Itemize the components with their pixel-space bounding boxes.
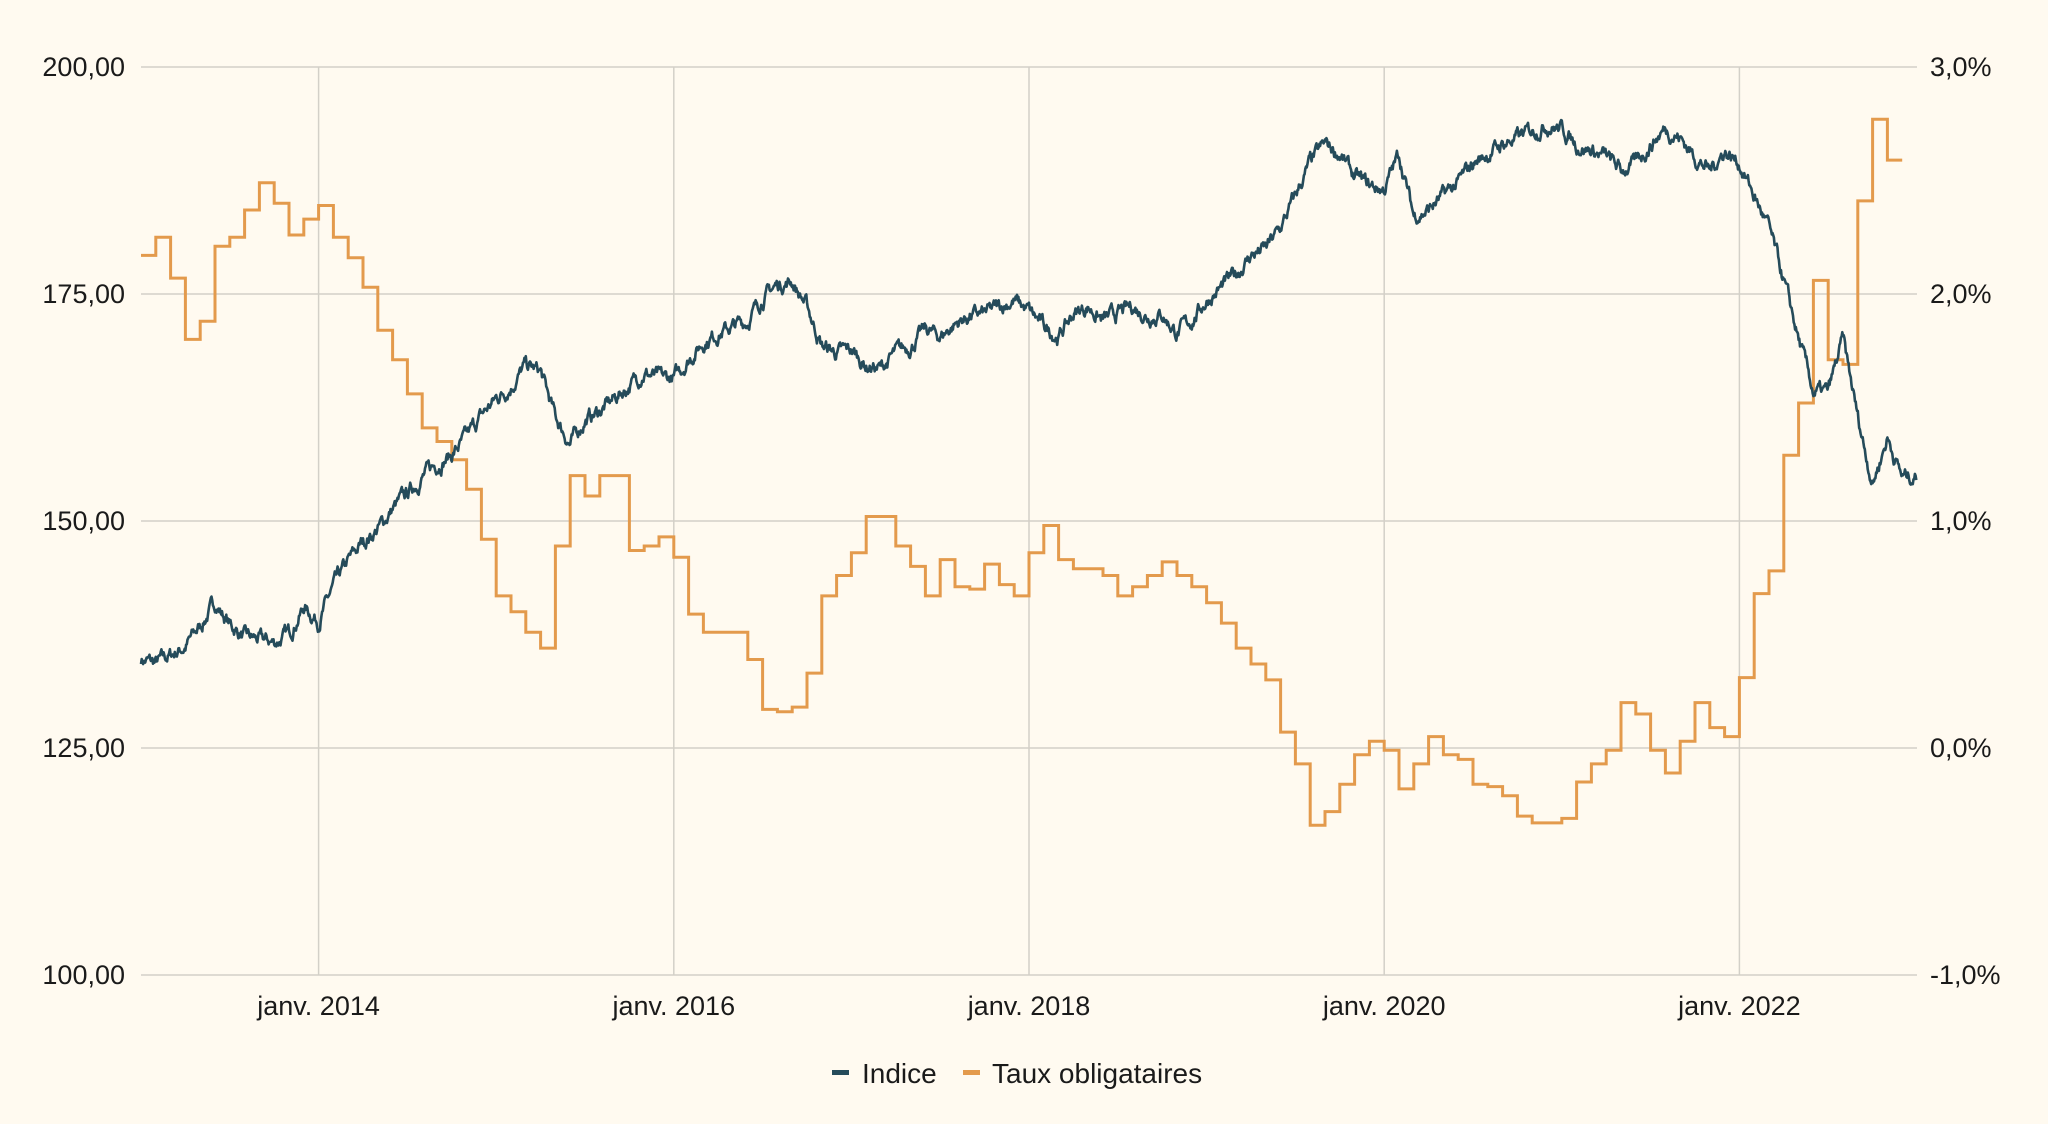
legend-marker-indice	[832, 1070, 849, 1075]
left-axis: 100,00 125,00 150,00 175,00 200,00	[42, 52, 125, 990]
left-tick-label: 125,00	[42, 733, 125, 763]
legend: Indice Taux obligataires	[832, 1058, 1202, 1089]
x-tick-label: janv. 2022	[1677, 991, 1801, 1021]
right-tick-label: 0,0%	[1930, 733, 1992, 763]
legend-label-taux: Taux obligataires	[992, 1058, 1202, 1089]
right-tick-label: -1,0%	[1930, 960, 2001, 990]
x-tick-label: janv. 2018	[967, 991, 1091, 1021]
left-tick-label: 175,00	[42, 279, 125, 309]
right-tick-label: 1,0%	[1930, 506, 1992, 536]
left-tick-label: 100,00	[42, 960, 125, 990]
legend-marker-taux	[963, 1070, 980, 1075]
series-group	[139, 117, 1918, 827]
right-tick-label: 2,0%	[1930, 279, 1992, 309]
legend-item-indice[interactable]: Indice	[832, 1058, 937, 1089]
series-line-taux-obligataires	[141, 117, 1903, 827]
series-line-indice	[139, 118, 1918, 666]
right-axis: -1,0% 0,0% 1,0% 2,0% 3,0%	[1930, 52, 2001, 990]
x-tick-label: janv. 2020	[1322, 991, 1446, 1021]
x-tick-label: janv. 2014	[256, 991, 380, 1021]
legend-item-taux[interactable]: Taux obligataires	[963, 1058, 1202, 1089]
left-tick-label: 150,00	[42, 506, 125, 536]
x-axis: janv. 2014 janv. 2016 janv. 2018 janv. 2020…	[256, 991, 1800, 1021]
right-tick-label: 3,0%	[1930, 52, 1992, 82]
x-tick-label: janv. 2016	[611, 991, 735, 1021]
legend-label-indice: Indice	[862, 1058, 937, 1089]
left-tick-label: 200,00	[42, 52, 125, 82]
